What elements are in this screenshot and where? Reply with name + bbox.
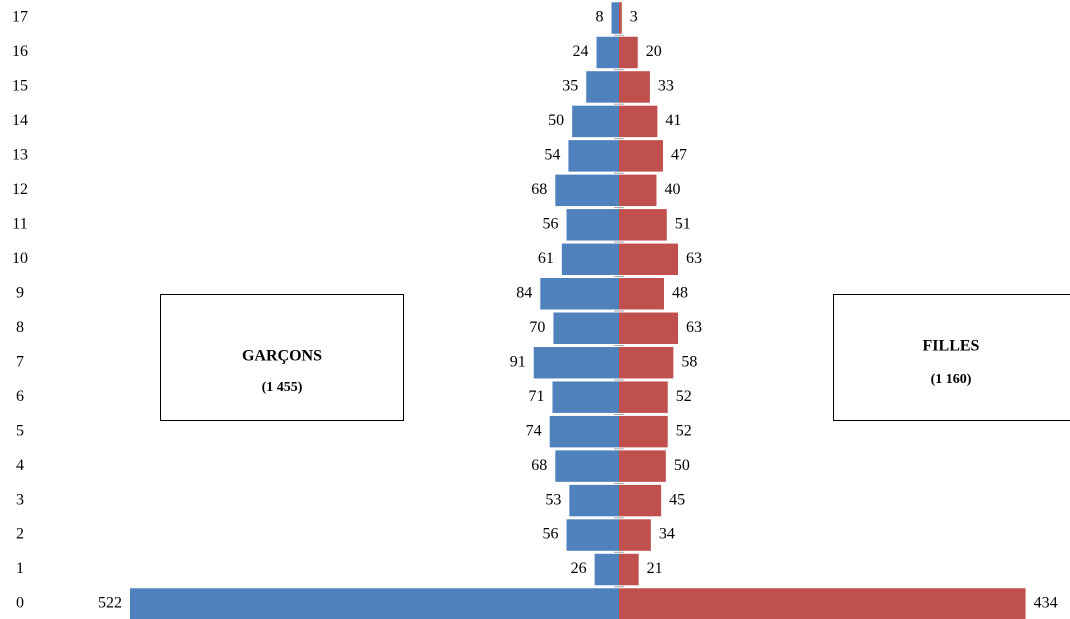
bar [619,243,679,276]
data-label: 61 [538,250,554,267]
data-label: 63 [686,250,702,267]
bar [619,278,664,310]
bar [566,519,619,551]
data-label: 63 [686,319,702,336]
girls-total: (1 160) [931,372,972,387]
data-label: 3 [630,9,638,26]
data-label: 68 [531,457,547,474]
bar [586,71,619,103]
bar [619,450,666,482]
y-tick-label: 1 [16,560,24,577]
bar [552,381,619,413]
bar [619,346,674,379]
bar [594,553,619,586]
data-label: 47 [671,147,687,164]
data-label: 50 [674,457,690,474]
data-label: 48 [672,284,688,301]
bar [619,415,668,448]
data-label: 434 [1034,595,1058,612]
bar [619,140,664,172]
data-label: 70 [529,319,545,336]
bar [549,415,619,448]
bar [619,588,1026,619]
data-label: 21 [647,560,663,577]
data-label: 50 [548,112,564,129]
bar [619,2,622,34]
bar [540,278,619,310]
data-label: 34 [659,526,675,543]
bar [569,484,619,517]
bar [572,105,619,138]
data-label: 84 [516,284,532,301]
y-tick-label: 16 [12,43,28,60]
bar [596,36,619,69]
data-label: 56 [543,215,559,232]
data-label: 91 [510,353,526,370]
boys-box [160,294,404,421]
y-tick-label: 15 [12,78,28,95]
y-tick-label: 17 [12,9,28,26]
y-tick-label: 7 [16,353,24,370]
data-label: 45 [669,491,685,508]
y-tick-label: 10 [12,250,28,267]
data-label: 58 [681,353,697,370]
bar [619,209,667,241]
y-tick-label: 5 [16,422,24,439]
data-label: 53 [545,491,561,508]
bar [553,312,619,344]
girls-box [833,294,1070,421]
bar [130,588,619,619]
data-label: 35 [562,78,578,95]
data-label: 26 [571,560,587,577]
data-label: 54 [544,147,560,164]
bar [619,105,658,138]
bar [555,174,619,207]
bar [568,140,619,172]
bar [619,484,662,517]
bar [561,243,619,276]
y-tick-label: 13 [12,147,28,164]
data-label: 8 [596,9,604,26]
data-label: 40 [664,181,680,198]
bar [566,209,619,241]
data-label: 71 [528,388,544,405]
data-label: 68 [531,181,547,198]
data-label: 24 [573,43,589,60]
data-label: 41 [665,112,681,129]
bar [619,519,651,551]
boys-total: (1 455) [262,380,303,395]
y-tick-label: 9 [16,284,24,301]
bar [533,346,619,379]
y-tick-label: 2 [16,526,24,543]
data-label: 52 [676,422,692,439]
bar [619,36,638,69]
bar [619,312,679,344]
y-tick-label: 4 [16,457,24,474]
bar [619,553,639,586]
girls-label: FILLES [923,338,980,355]
bar [611,2,619,34]
y-tick-label: 8 [16,319,24,336]
data-label: 51 [675,215,691,232]
bar [619,174,657,207]
y-tick-label: 14 [12,112,28,129]
y-tick-label: 0 [16,595,24,612]
bar [555,450,619,482]
data-label: 52 [676,388,692,405]
boys-label: GARÇONS [242,348,322,365]
y-tick-label: 12 [12,181,28,198]
y-tick-label: 11 [12,215,27,232]
data-label: 33 [658,78,674,95]
data-label: 20 [646,43,662,60]
bar [619,71,650,103]
data-label: 56 [543,526,559,543]
data-label: 522 [98,595,122,612]
y-tick-label: 3 [16,491,24,508]
data-label: 74 [526,422,542,439]
y-tick-label: 6 [16,388,24,405]
bar [619,381,668,413]
